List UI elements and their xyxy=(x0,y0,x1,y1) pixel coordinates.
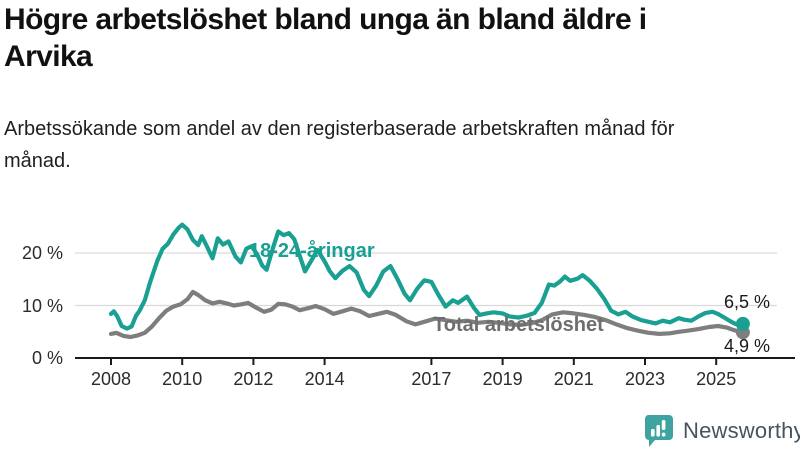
end-value-young: 6,5 % xyxy=(723,292,770,312)
end-value-total: 4,9 % xyxy=(723,336,770,356)
x-tick-label: 2010 xyxy=(162,369,203,389)
series-label-total: Total arbetslöshet xyxy=(433,314,604,336)
newsworthy-icon xyxy=(644,414,673,447)
x-tick-label: 2023 xyxy=(624,369,666,389)
x-tick-label: 2014 xyxy=(304,369,345,389)
x-tick-label: 2008 xyxy=(90,369,132,389)
series-label-young: 18-24-åringar xyxy=(249,240,375,262)
x-tick-label: 2021 xyxy=(553,369,594,389)
x-tick-label: 2019 xyxy=(482,369,523,389)
x-tick-label: 2017 xyxy=(411,369,452,389)
newsworthy-wordmark: Newsworthy xyxy=(683,417,800,443)
y-tick-label: 20 % xyxy=(21,243,63,263)
page-title: Högre arbetslöshet bland unga än bland ä… xyxy=(4,3,647,73)
page-subtitle: Arbetssökande som andel av den registerb… xyxy=(4,118,675,172)
y-tick-label: 0 % xyxy=(31,348,63,368)
y-tick-label: 10 % xyxy=(21,295,63,316)
x-tick-label: 2025 xyxy=(696,369,737,389)
x-tick-label: 2012 xyxy=(233,369,274,389)
newsworthy-logo[interactable]: Newsworthy xyxy=(644,414,800,447)
